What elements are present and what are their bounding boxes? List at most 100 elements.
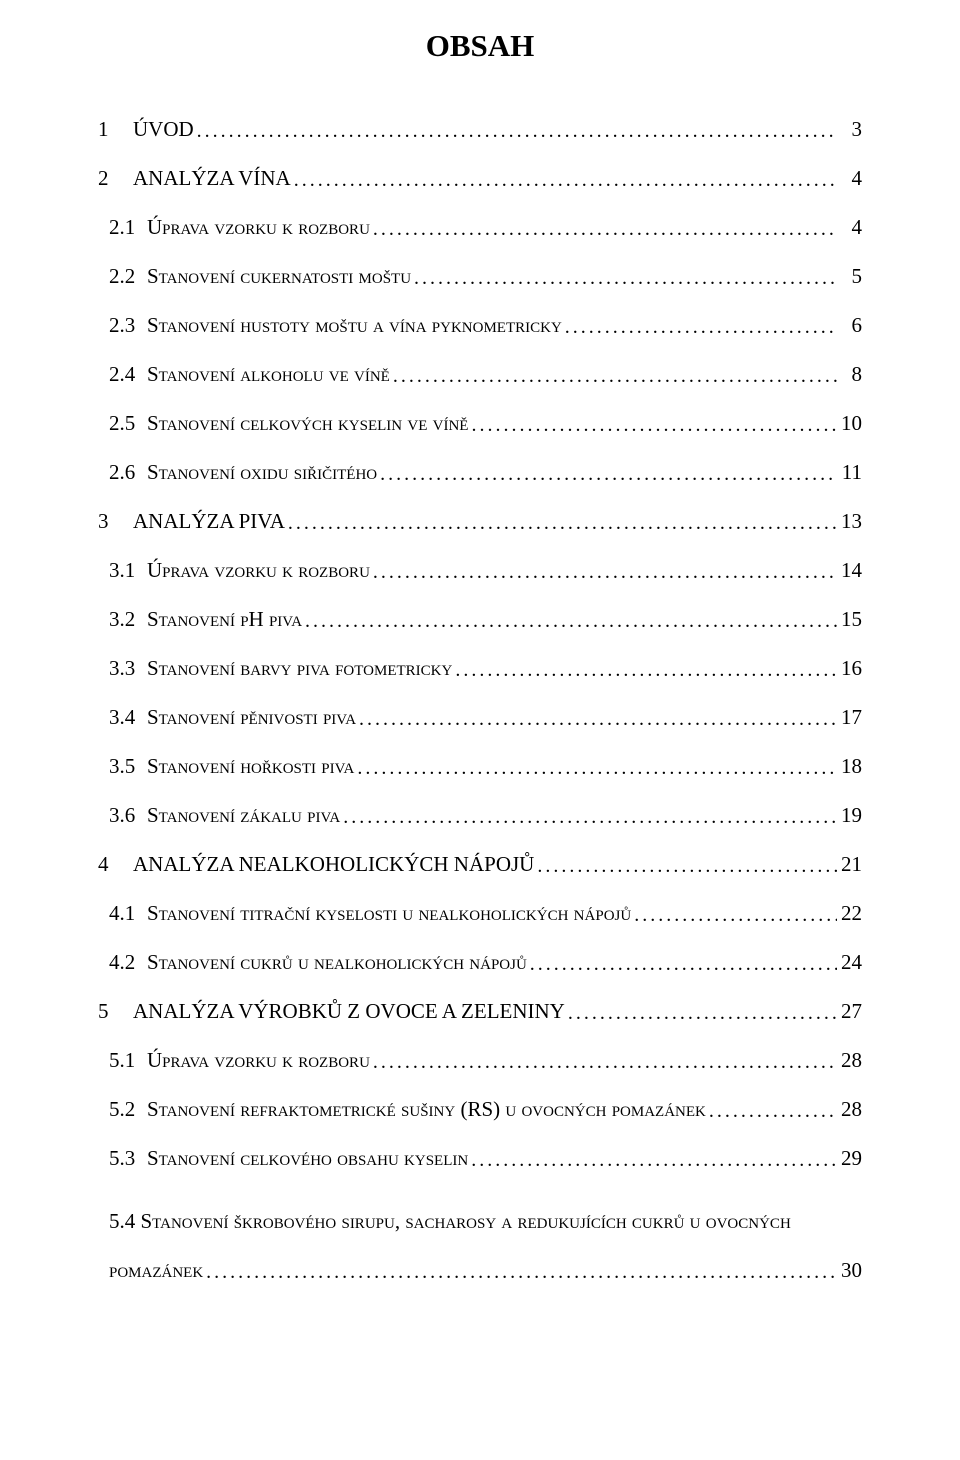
toc-entry-page: 22 (840, 903, 862, 924)
toc-entry-label: Stanovení hustoty moštu a vína pyknometr… (147, 315, 562, 336)
toc-entry-label: Stanovení oxidu siřičitého (147, 462, 377, 483)
toc-entry-page: 27 (840, 1001, 862, 1022)
toc-entry-label: ANALÝZA NEALKOHOLICKÝCH NÁPOJŮ (133, 854, 534, 875)
toc-entry-label: Stanovení titrační kyselosti u nealkohol… (147, 903, 631, 924)
toc-entry-number: 2.2 (109, 266, 147, 287)
toc-entry: 5.4 Stanovení škrobového sirupu, sacharo… (98, 1197, 862, 1296)
toc-entry-page: 24 (840, 952, 862, 973)
toc-entry: 1ÚVOD...................................… (98, 119, 862, 140)
toc-entry: 3.6Stanovení zákalu piva................… (98, 805, 862, 826)
toc-leader-dots: ........................................… (414, 268, 837, 288)
toc-entry: 5ANALÝZA VÝROBKŮ Z OVOCE A ZELENINY.....… (98, 1001, 862, 1022)
toc-entry-page: 3 (840, 119, 862, 140)
table-of-contents: 1ÚVOD...................................… (98, 119, 862, 1296)
toc-entry-page: 28 (840, 1050, 862, 1071)
toc-entry-label: Stanovení pH piva (147, 609, 302, 630)
toc-leader-dots: ........................................… (373, 1052, 837, 1072)
toc-entry-page: 30 (840, 1246, 862, 1295)
toc-entry-number: 2 (98, 168, 133, 189)
toc-entry-number: 2.6 (109, 462, 147, 483)
toc-leader-dots: ........................................… (197, 121, 837, 141)
toc-entry: 2.2Stanovení cukernatosti moštu.........… (98, 266, 862, 287)
toc-entry: 4.1Stanovení titrační kyselosti u nealko… (98, 903, 862, 924)
toc-entry-number: 3.3 (109, 658, 147, 679)
toc-entry: 2.6Stanovení oxidu siřičitého...........… (98, 462, 862, 483)
toc-entry: 2.5Stanovení celkových kyselin ve víně..… (98, 413, 862, 434)
toc-leader-dots: ........................................… (359, 709, 837, 729)
toc-entry-page: 28 (840, 1099, 862, 1120)
toc-entry-page: 15 (840, 609, 862, 630)
page-title: OBSAH (98, 30, 862, 61)
toc-entry: 5.3Stanovení celkového obsahu kyselin...… (98, 1148, 862, 1169)
toc-entry-label: Stanovení hořkosti piva (147, 756, 354, 777)
toc-entry: 5.2Stanovení refraktometrické sušiny (RS… (98, 1099, 862, 1120)
toc-entry-label: Úprava vzorku k rozboru (147, 1050, 370, 1071)
toc-entry-page: 11 (840, 462, 862, 483)
toc-entry-number: 2.1 (109, 217, 147, 238)
toc-leader-dots: ........................................… (294, 170, 837, 190)
toc-entry-number: 3.2 (109, 609, 147, 630)
toc-entry-label: Úprava vzorku k rozboru (147, 560, 370, 581)
toc-leader-dots: ........................................… (343, 807, 837, 827)
toc-entry-page: 13 (840, 511, 862, 532)
toc-entry-page: 4 (840, 168, 862, 189)
toc-entry-label: Stanovení celkového obsahu kyselin (147, 1148, 468, 1169)
toc-entry-number: 5.3 (109, 1148, 147, 1169)
toc-entry-number: 3.4 (109, 707, 147, 728)
toc-entry-number: 2.4 (109, 364, 147, 385)
toc-entry-label: Stanovení škrobového sirupu, sacharosy a… (141, 1209, 791, 1233)
toc-entry-page: 21 (840, 854, 862, 875)
toc-entry: 2.3Stanovení hustoty moštu a vína pyknom… (98, 315, 862, 336)
toc-leader-dots: ........................................… (393, 366, 837, 386)
toc-entry-label: Stanovení barvy piva fotometricky (147, 658, 452, 679)
toc-entry-number: 3 (98, 511, 133, 532)
toc-entry-number: 2.5 (109, 413, 147, 434)
toc-leader-dots: ........................................… (206, 1249, 837, 1296)
toc-entry-number: 4.1 (109, 903, 147, 924)
toc-entry-number: 4 (98, 854, 133, 875)
toc-entry-label: Stanovení zákalu piva (147, 805, 340, 826)
toc-entry: 3.3Stanovení barvy piva fotometricky....… (98, 658, 862, 679)
toc-entry-number: 3.5 (109, 756, 147, 777)
toc-leader-dots: ........................................… (471, 415, 837, 435)
toc-entry-page: 17 (840, 707, 862, 728)
toc-leader-dots: ........................................… (471, 1150, 837, 1170)
toc-entry-label: Stanovení cukrů u nealkoholických nápojů (147, 952, 527, 973)
toc-entry-number: 4.2 (109, 952, 147, 973)
toc-entry-label-cont: pomazánek (109, 1246, 203, 1295)
toc-entry-number: 2.3 (109, 315, 147, 336)
toc-entry-page: 16 (840, 658, 862, 679)
toc-entry-number: 5 (98, 1001, 133, 1022)
toc-entry-label: Stanovení cukernatosti moštu (147, 266, 411, 287)
toc-entry-number: 3.6 (109, 805, 147, 826)
toc-entry-page: 6 (840, 315, 862, 336)
toc-entry-page: 8 (840, 364, 862, 385)
toc-entry-label: ANALÝZA VÝROBKŮ Z OVOCE A ZELENINY (133, 1001, 565, 1022)
toc-entry-page: 14 (840, 560, 862, 581)
toc-leader-dots: ........................................… (288, 513, 837, 533)
toc-entry: 4ANALÝZA NEALKOHOLICKÝCH NÁPOJŮ.........… (98, 854, 862, 875)
toc-leader-dots: ........................................… (305, 611, 837, 631)
toc-entry-number: 5.2 (109, 1099, 147, 1120)
toc-leader-dots: ........................................… (634, 905, 837, 925)
toc-leader-dots: ........................................… (380, 464, 837, 484)
toc-entry-label: Stanovení alkoholu ve víně (147, 364, 390, 385)
toc-entry-page: 18 (840, 756, 862, 777)
toc-leader-dots: ........................................… (373, 219, 837, 239)
toc-entry-label: Stanovení pěnivosti piva (147, 707, 356, 728)
toc-entry-label: ÚVOD (133, 119, 194, 140)
toc-entry-number: 3.1 (109, 560, 147, 581)
toc-entry-page: 10 (840, 413, 862, 434)
toc-entry: 2.4Stanovení alkoholu ve víně...........… (98, 364, 862, 385)
toc-entry-number: 5.1 (109, 1050, 147, 1071)
toc-entry: 5.1Úprava vzorku k rozboru..............… (98, 1050, 862, 1071)
toc-entry-line1: 5.4 Stanovení škrobového sirupu, sacharo… (109, 1197, 862, 1246)
toc-entry-label: Úprava vzorku k rozboru (147, 217, 370, 238)
toc-entry-label: ANALÝZA PIVA (133, 511, 285, 532)
toc-entry-label: ANALÝZA VÍNA (133, 168, 291, 189)
toc-entry-page: 5 (840, 266, 862, 287)
toc-entry: 2.1Úprava vzorku k rozboru..............… (98, 217, 862, 238)
toc-leader-dots: ........................................… (709, 1101, 837, 1121)
toc-leader-dots: ........................................… (568, 1003, 837, 1023)
toc-entry: 3.2Stanovení pH piva....................… (98, 609, 862, 630)
